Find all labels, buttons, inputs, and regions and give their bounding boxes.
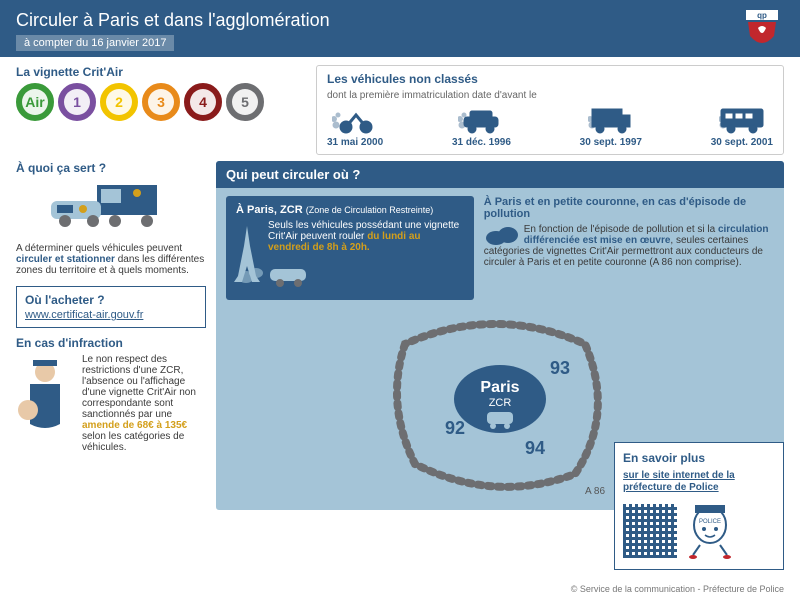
- page-subtitle: à compter du 16 janvier 2017: [16, 35, 174, 51]
- truck-car-icon: [51, 179, 171, 239]
- paris-zcr-box: À Paris, ZCR (Zone de Circulation Restre…: [226, 196, 474, 300]
- critair-sticker: Air: [16, 83, 54, 121]
- non-classe-section: Les véhicules non classés dont la premiè…: [316, 65, 784, 155]
- prefecture-logo-icon: qp: [740, 6, 784, 50]
- vehicle-moto: 31 mai 2000: [327, 105, 383, 148]
- vehicle-bus: 30 sept. 2001: [711, 105, 773, 148]
- svg-text:ZCR: ZCR: [489, 397, 512, 409]
- infraction-section: En cas d'infraction Le non respect des r…: [16, 336, 206, 453]
- critair-sticker: 4: [184, 83, 222, 121]
- svg-text:92: 92: [445, 418, 465, 438]
- svg-text:94: 94: [525, 438, 545, 458]
- stickers-heading: La vignette Crit'Air: [16, 65, 306, 79]
- buy-link[interactable]: www.certificat-air.gouv.fr: [25, 309, 143, 321]
- critair-sticker: 3: [142, 83, 180, 121]
- paris-map: Paris ZCR 92 93 94 A 86: [375, 304, 625, 504]
- critair-sticker: 2: [100, 83, 138, 121]
- police-mascot-icon: POLICE: [685, 501, 735, 561]
- non-classe-heading: Les véhicules non classés: [327, 72, 773, 86]
- buy-heading: Où l'acheter ?: [25, 293, 197, 307]
- buy-section: Où l'acheter ? www.certificat-air.gouv.f…: [16, 286, 206, 328]
- critair-sticker: 5: [226, 83, 264, 121]
- svg-text:Paris: Paris: [480, 379, 519, 396]
- pollution-cloud-icon: [484, 224, 520, 246]
- eiffel-tower-icon: [234, 226, 260, 282]
- purpose-text: A déterminer quels véhicules peuvent cir…: [16, 243, 206, 276]
- circulate-heading: Qui peut circuler où ?: [216, 161, 784, 188]
- qr-code-icon: [623, 504, 677, 558]
- couronne-box: À Paris et en petite couronne, en cas d'…: [484, 196, 774, 300]
- learn-more-box: En savoir plus sur le site internet de l…: [614, 442, 784, 570]
- footer-credit: © Service de la communication - Préfectu…: [571, 584, 784, 594]
- non-classe-sub: dont la première immatriculation date d'…: [327, 90, 773, 101]
- infraction-text: Le non respect des restrictions d'une ZC…: [82, 354, 206, 453]
- vehicle-car: 31 déc. 1996: [452, 105, 511, 148]
- svg-text:qp: qp: [757, 11, 767, 20]
- critair-sticker: 1: [58, 83, 96, 121]
- stickers-section: La vignette Crit'Air Air12345: [16, 65, 306, 155]
- learn-more-link[interactable]: sur le site internet de la préfecture de…: [623, 470, 735, 493]
- svg-text:93: 93: [550, 358, 570, 378]
- purpose-heading: À quoi ça sert ?: [16, 161, 206, 175]
- header-banner: Circuler à Paris et dans l'agglomération…: [0, 0, 800, 57]
- learn-more-heading: En savoir plus: [623, 451, 775, 465]
- police-officer-icon: [16, 354, 74, 447]
- svg-text:A 86: A 86: [585, 486, 605, 497]
- page-title: Circuler à Paris et dans l'agglomération: [16, 10, 784, 31]
- purpose-section: À quoi ça sert ? A déterminer quels véhi…: [16, 161, 206, 278]
- svg-text:POLICE: POLICE: [699, 519, 721, 525]
- vehicle-van: 30 sept. 1997: [580, 105, 642, 148]
- infraction-heading: En cas d'infraction: [16, 336, 206, 350]
